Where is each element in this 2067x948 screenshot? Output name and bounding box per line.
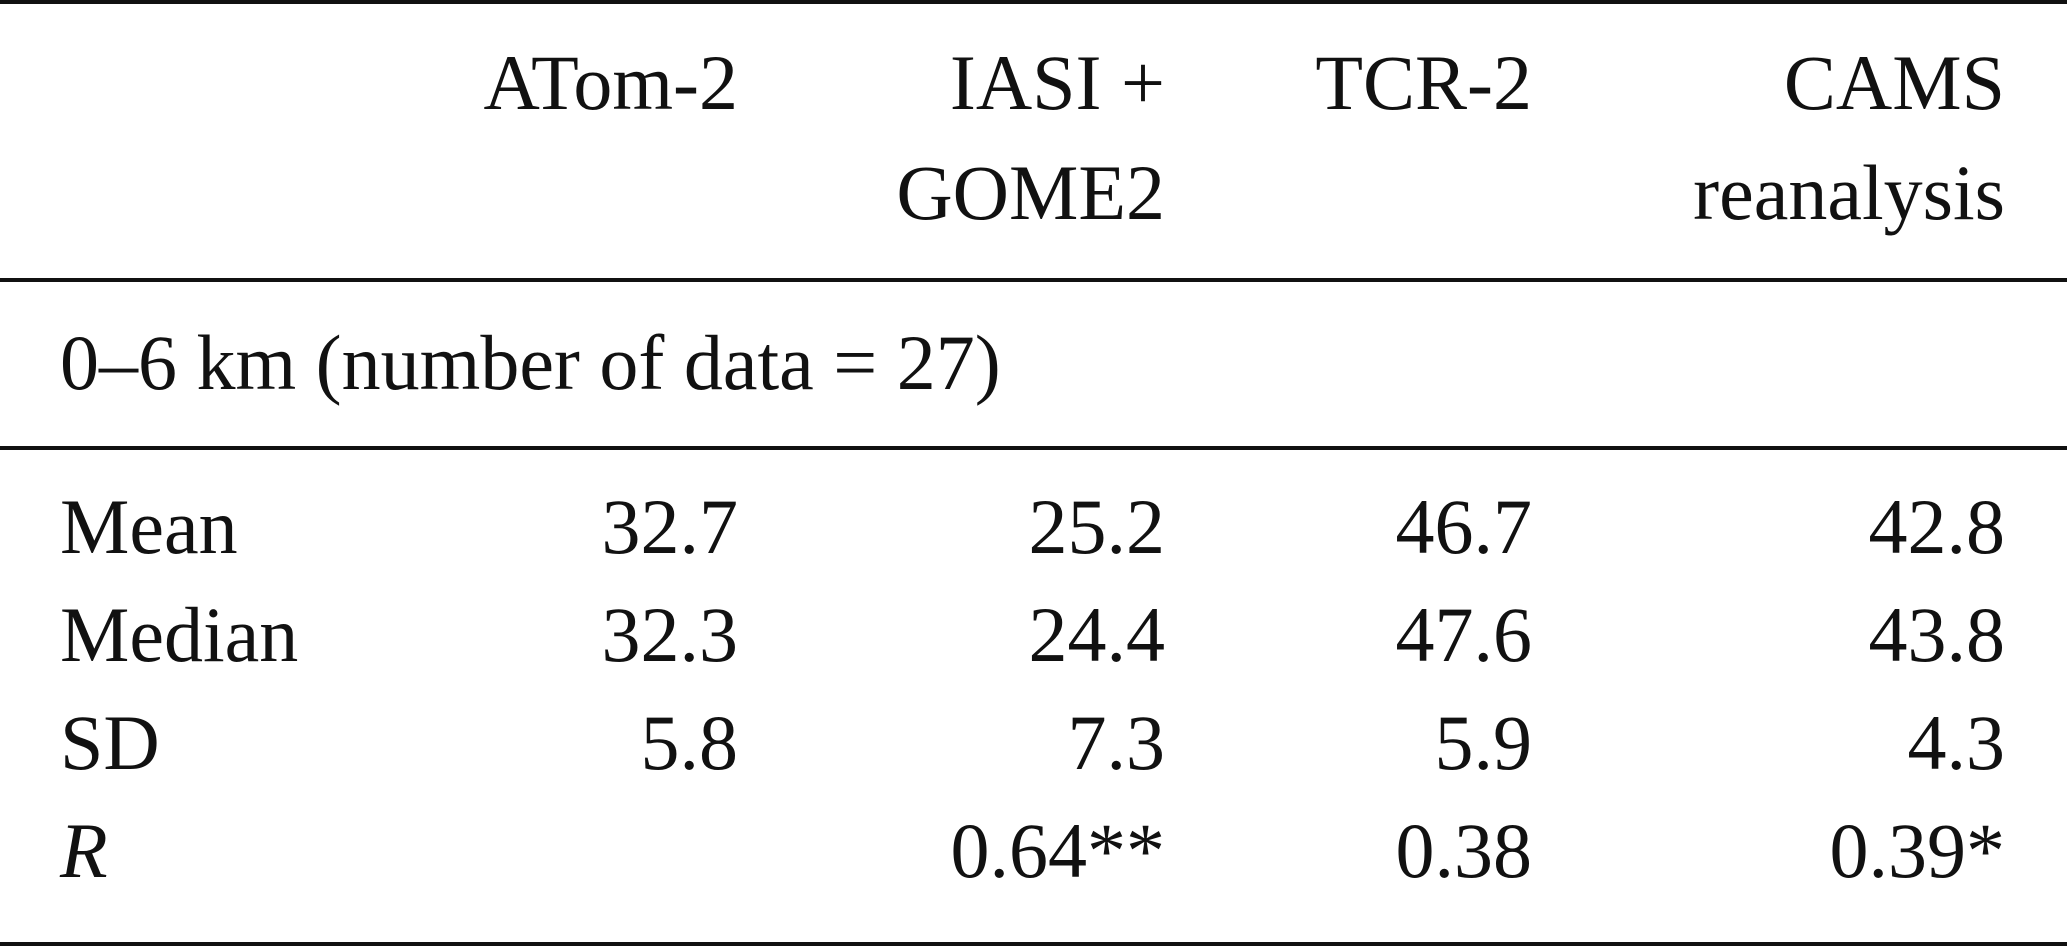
table-top-rule: [0, 0, 2067, 4]
header-rule: [0, 278, 2067, 282]
column-header-iasi-gome2-line2: GOME2: [896, 149, 1165, 236]
row-label-sd: SD: [60, 699, 160, 786]
column-header-tcr2: TCR-2: [1315, 39, 1532, 126]
section-rule: [0, 446, 2067, 450]
cell-sd-atom2: 5.8: [640, 699, 739, 786]
cell-sd-iasi-gome2: 7.3: [1067, 699, 1166, 786]
cell-sd-tcr2: 5.9: [1434, 699, 1533, 786]
cell-median-iasi-gome2: 24.4: [1028, 591, 1166, 678]
cell-r-cams: 0.39*: [1829, 807, 2006, 894]
cell-median-atom2: 32.3: [601, 591, 739, 678]
column-header-cams-line2: reanalysis: [1693, 149, 2005, 236]
row-label-median: Median: [60, 591, 299, 678]
table-bottom-rule: [0, 942, 2067, 946]
cell-mean-atom2: 32.7: [601, 483, 739, 570]
section-label: 0–6 km (number of data = 27): [60, 319, 1001, 406]
cell-mean-tcr2: 46.7: [1395, 483, 1533, 570]
cell-mean-cams: 42.8: [1868, 483, 2006, 570]
cell-median-tcr2: 47.6: [1395, 591, 1533, 678]
row-label-r: R: [60, 807, 108, 894]
cell-sd-cams: 4.3: [1907, 699, 2006, 786]
column-header-iasi-gome2-line1: IASI +: [949, 39, 1165, 126]
row-label-mean: Mean: [60, 483, 238, 570]
cell-r-iasi-gome2: 0.64**: [950, 807, 1166, 894]
column-header-atom2: ATom-2: [483, 39, 738, 126]
cell-r-tcr2: 0.38: [1395, 807, 1533, 894]
column-header-cams-line1: CAMS: [1783, 39, 2005, 126]
cell-median-cams: 43.8: [1868, 591, 2006, 678]
cell-mean-iasi-gome2: 25.2: [1028, 483, 1166, 570]
